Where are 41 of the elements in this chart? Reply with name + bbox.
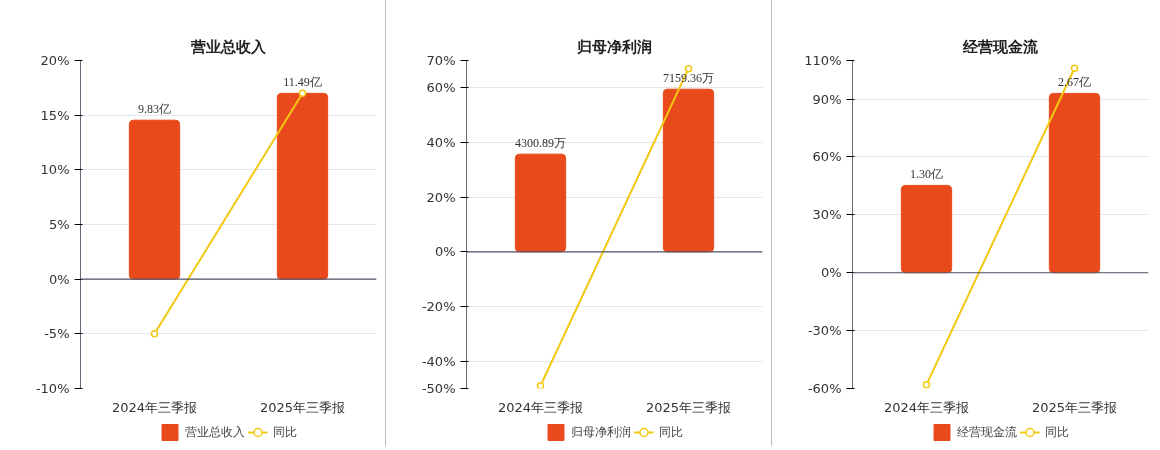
y-tick-label: 90% bbox=[812, 91, 842, 107]
chart-title: 营业总收入 bbox=[190, 37, 267, 56]
legend-label: 经营现金流 bbox=[956, 423, 1017, 441]
data-label: 1.30亿 bbox=[910, 167, 943, 182]
y-tick-label: -10% bbox=[35, 381, 70, 396]
legend-label: 同比 bbox=[1044, 423, 1069, 441]
y-tick-label: -60% bbox=[807, 381, 842, 396]
y-tick-label: 0% bbox=[434, 244, 456, 260]
y-tick-label: 10% bbox=[40, 162, 70, 178]
chart-title: 归母净利润 bbox=[576, 37, 652, 56]
y-tick-label: -5% bbox=[44, 326, 70, 342]
y-tick-label: -20% bbox=[421, 299, 456, 314]
legend-label: 营业总收入 bbox=[184, 423, 245, 441]
x-tick-label: 2024年三季报 bbox=[111, 399, 198, 415]
x-tick-label: 2025年三季报 bbox=[1031, 399, 1118, 415]
y-tick-label: 30% bbox=[812, 207, 842, 223]
y-tick-label: 0% bbox=[48, 271, 70, 287]
y-tick-label: 5% bbox=[48, 217, 70, 232]
y-tick-label: 0% bbox=[820, 265, 842, 281]
y-tick-label: 40% bbox=[426, 135, 456, 150]
data-label: 9.83亿 bbox=[138, 102, 171, 117]
x-tick-label: 2025年三季报 bbox=[259, 399, 346, 415]
x-tick-label: 2025年三季报 bbox=[645, 399, 732, 415]
data-label: 4300.89万 bbox=[515, 136, 566, 151]
y-tick-label: 20% bbox=[426, 189, 456, 205]
y-tick-label: 15% bbox=[40, 107, 70, 123]
y-tick-label: 20% bbox=[40, 53, 70, 68]
x-tick-label: 2024年三季报 bbox=[883, 399, 970, 415]
y-tick-label: -40% bbox=[421, 353, 456, 369]
y-tick-label: -30% bbox=[807, 323, 842, 339]
y-tick-label: -50% bbox=[421, 381, 456, 396]
y-tick-label: 70% bbox=[426, 53, 456, 68]
legend-label: 同比 bbox=[658, 423, 683, 441]
legend-label: 同比 bbox=[272, 423, 297, 441]
y-tick-label: 60% bbox=[426, 80, 456, 96]
y-tick-label: 60% bbox=[812, 149, 842, 165]
legend-label: 归母净利润 bbox=[570, 423, 631, 441]
data-label: 11.49亿 bbox=[283, 75, 322, 90]
x-tick-label: 2024年三季报 bbox=[497, 399, 584, 415]
y-tick-label: 110% bbox=[804, 53, 842, 68]
chart-title: 经营现金流 bbox=[962, 37, 1039, 56]
